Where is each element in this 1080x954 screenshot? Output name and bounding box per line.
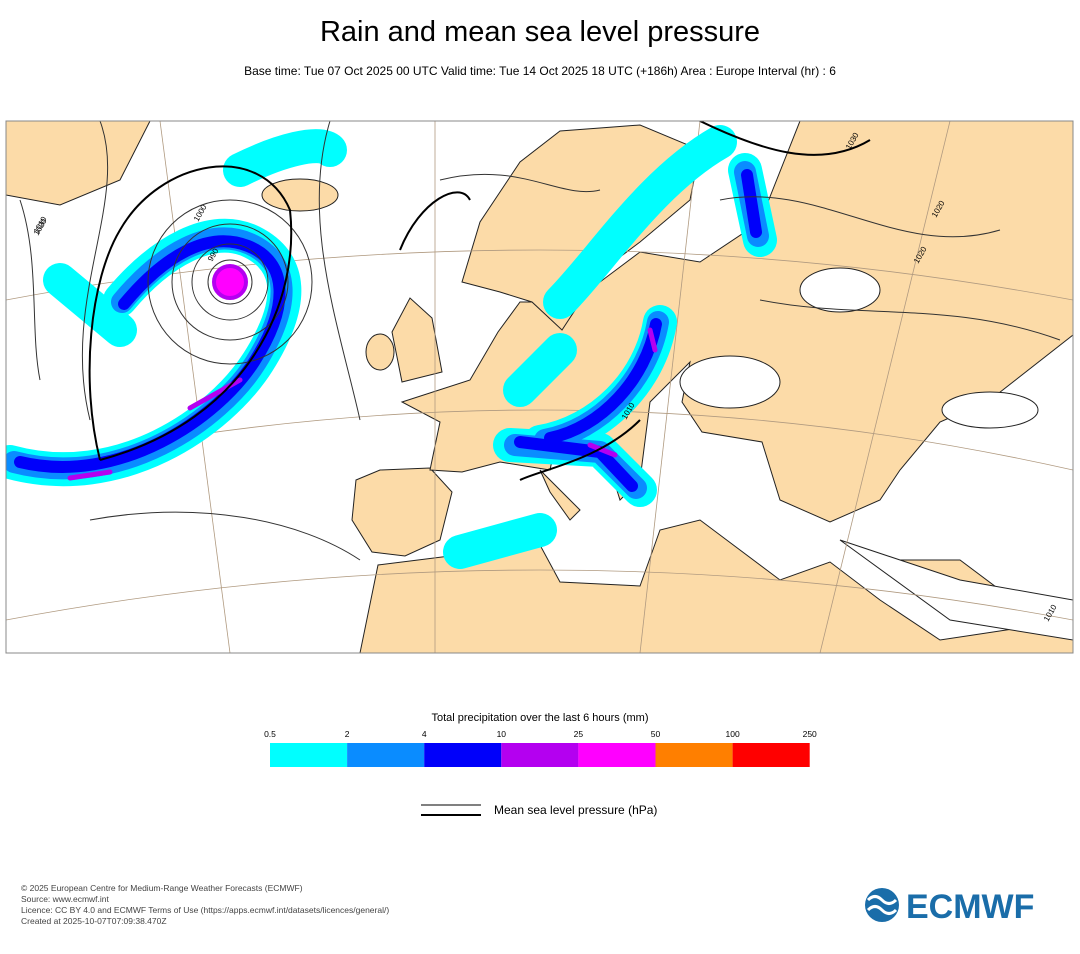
colorbar-bound: 50: [651, 729, 661, 739]
colorbar: 0.5 2 4 10 25 50 100 250: [264, 729, 817, 767]
footer-line: Created at 2025-10-07T07:09:38.470Z: [21, 916, 167, 926]
logo: ECMWF: [865, 888, 1034, 926]
inland-seas: [679, 267, 1073, 641]
colorbar-bound: 0.5: [264, 729, 276, 739]
logo-text: ECMWF: [906, 888, 1034, 926]
legend-title: Total precipitation over the last 6 hour…: [431, 712, 648, 724]
footer-line: Source: www.ecmwf.int: [21, 894, 109, 904]
colorbar-swatch: [424, 743, 502, 767]
colorbar-bound: 4: [422, 729, 427, 739]
footer-line: Licence: CC BY 4.0 and ECMWF Terms of Us…: [21, 905, 389, 915]
colorbar-bound: 100: [726, 729, 740, 739]
colorbar-swatch: [347, 743, 425, 767]
colorbar-swatch: [655, 743, 733, 767]
isobars: [19, 121, 1061, 561]
subtitle: Base time: Tue 07 Oct 2025 00 UTC Valid …: [244, 64, 836, 78]
footer-line: © 2025 European Centre for Medium-Range …: [21, 883, 303, 893]
logo-mark: [865, 888, 899, 922]
colorbar-bound: 10: [497, 729, 507, 739]
colorbar-bound: 25: [574, 729, 584, 739]
map-frame: [5, 120, 1074, 654]
colorbar-swatch: [270, 743, 348, 767]
colorbar-swatch: [732, 743, 810, 767]
colorbar-swatch: [501, 743, 579, 767]
colorbar-swatch: [578, 743, 656, 767]
pressure-legend-label: Mean sea level pressure (hPa): [494, 803, 657, 817]
precipitation: [6, 125, 777, 569]
footer: © 2025 European Centre for Medium-Range …: [21, 883, 389, 926]
colorbar-bound: 2: [345, 729, 350, 739]
colorbar-bound: 250: [803, 729, 817, 739]
isobar-1010: [88, 121, 871, 481]
title: Rain and mean sea level pressure: [320, 16, 760, 48]
